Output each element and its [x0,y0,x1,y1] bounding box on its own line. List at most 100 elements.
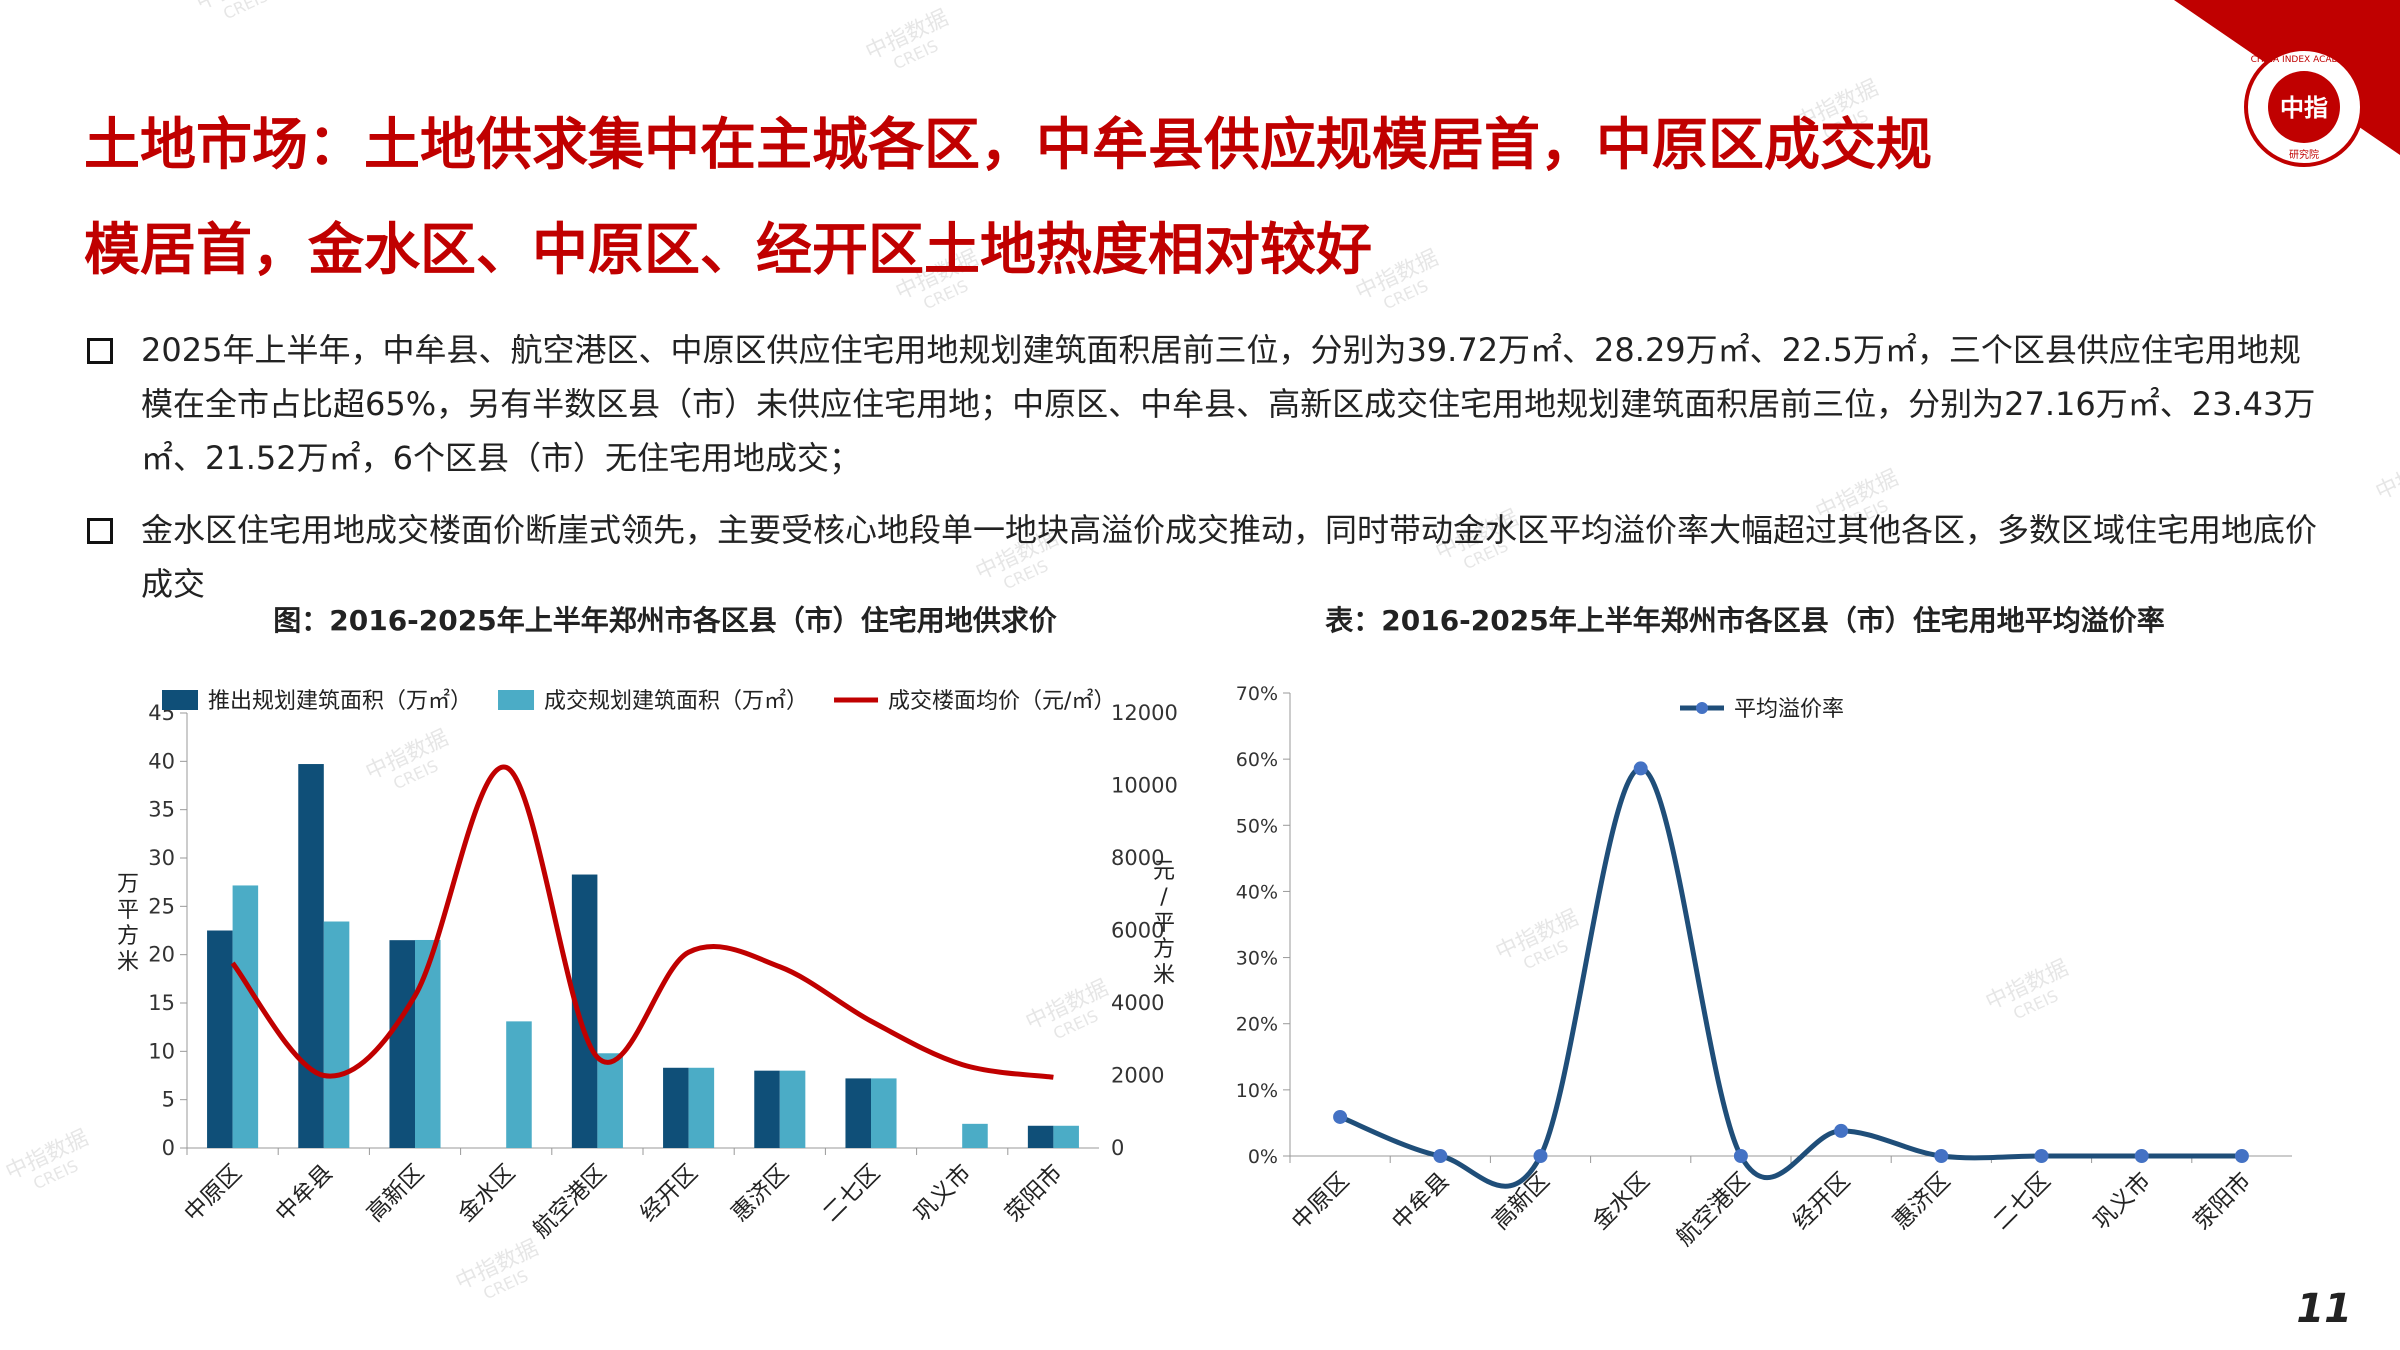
legend-label: 成交楼面均价（元/㎡） [888,688,1115,714]
y2-tick-label: 0 [1111,1136,1124,1160]
bar [298,764,324,1148]
x-tick-label: 惠济区 [727,1160,794,1227]
y-tick-label: 0% [1248,1146,1278,1168]
x-tick-label: 荥阳市 [2189,1168,2256,1235]
x-tick-label: 惠济区 [1888,1168,1955,1235]
series-line [230,764,1054,1080]
y-tick-label: 25 [148,894,175,918]
x-tick-label: 中牟县 [1387,1168,1454,1235]
watermark-text: 中指数据 [2372,446,2400,506]
x-tick-label: 高新区 [362,1160,429,1227]
marker [1934,1149,1949,1163]
y2-tick-label: 10000 [1111,774,1178,798]
y-tick-label: 20 [148,943,175,967]
bar [1027,1125,1054,1148]
y2-tick-label: 4000 [1111,991,1164,1015]
y-tick-label: 10% [1236,1080,1278,1102]
legend-label: 平均溢价率 [1734,697,1844,722]
y-tick-label: 35 [148,798,175,822]
bar [232,885,259,1148]
bar [1053,1125,1079,1148]
legend-label: 成交规划建筑面积（万㎡） [544,688,808,714]
bar [779,1070,806,1148]
y-tick-label: 30% [1236,948,1278,970]
y2-tick-label: 2000 [1111,1064,1164,1088]
x-tick-label: 经开区 [1788,1168,1855,1235]
y-tick-label: 30 [148,846,175,870]
x-tick-label: 中牟县 [271,1160,338,1227]
bar [207,930,233,1148]
logo-text: 中指 [2280,94,2328,122]
legend-swatch [498,690,535,710]
y-tick-label: 20% [1236,1014,1278,1036]
x-tick-label: 中原区 [1287,1168,1354,1235]
marker [2034,1149,2049,1163]
marker [1733,1149,1748,1163]
x-tick-label: 航空港区 [1672,1168,1755,1251]
x-tick-label: 中原区 [180,1160,247,1227]
bar [323,921,350,1148]
x-tick-label: 巩义市 [2089,1168,2156,1235]
marker [1333,1109,1348,1124]
title: 模居首，金水区、中原区、经开区土地热度相对较好 [84,218,1372,283]
watermark-text: CREIS [220,0,271,23]
bar [845,1078,871,1148]
bar [962,1123,988,1148]
y-tick-label: 5 [162,1088,175,1112]
y-tick-label: 10 [148,1039,175,1063]
bar [754,1070,780,1148]
y-axis-label: 万平方米 [117,872,139,975]
bar [663,1067,689,1148]
bar [688,1067,715,1148]
x-tick-label: 金水区 [1588,1168,1655,1235]
chart-title: 图：2016-2025年上半年郑州市各区县（市）住宅用地供求价 [273,604,1057,637]
y-tick-label: 70% [1236,683,1278,705]
x-tick-label: 金水区 [453,1160,520,1227]
bullet: 2025年上半年，中牟县、航空港区、中原区供应住宅用地规划建筑面积居前三位，分别… [87,323,2321,485]
legend-swatch [162,690,198,710]
x-tick-label: 经开区 [636,1160,703,1227]
marker [1533,1149,1548,1163]
marker [2234,1149,2249,1163]
bar [597,1053,623,1148]
y-tick-label: 40 [148,749,175,773]
x-tick-label: 巩义市 [909,1160,976,1227]
logo-core [2268,71,2340,143]
bar [389,940,415,1148]
y2-tick-label: 6000 [1111,919,1164,943]
legend-swatch [1696,702,1708,714]
page-number: 11 [2296,1286,2352,1332]
x-tick-label: 航空港区 [528,1160,611,1243]
marker [1433,1149,1448,1163]
chart-title: 表：2016-2025年上半年郑州市各区县（市）住宅用地平均溢价率 [1325,604,2164,637]
bullet: 金水区住宅用地成交楼面价断崖式领先，主要受核心地段单一地块高溢价成交推动，同时带… [87,503,2321,611]
y-tick-label: 50% [1236,815,1278,837]
logo-sub: 研究院 [2289,148,2319,161]
y-tick-label: 15 [148,991,175,1015]
logo-en: CHINA INDEX ACADEMY [2251,55,2358,65]
legend-label: 推出规划建筑面积（万㎡） [208,688,472,714]
marker [2134,1149,2149,1163]
y2-tick-label: 12000 [1111,701,1178,725]
y2-tick-label: 8000 [1111,846,1164,870]
title: 土地市场：土地供求集中在主城各区，中牟县供应规模居首，中原区成交规 [84,113,1932,178]
x-tick-label: 二七区 [1989,1168,2056,1235]
x-tick-label: 荥阳市 [1000,1160,1067,1227]
marker [1633,761,1648,776]
y-tick-label: 0 [162,1136,175,1160]
marker [1834,1123,1849,1138]
x-tick-label: 二七区 [818,1160,885,1227]
y-tick-label: 40% [1236,881,1278,903]
bar [506,1021,532,1148]
